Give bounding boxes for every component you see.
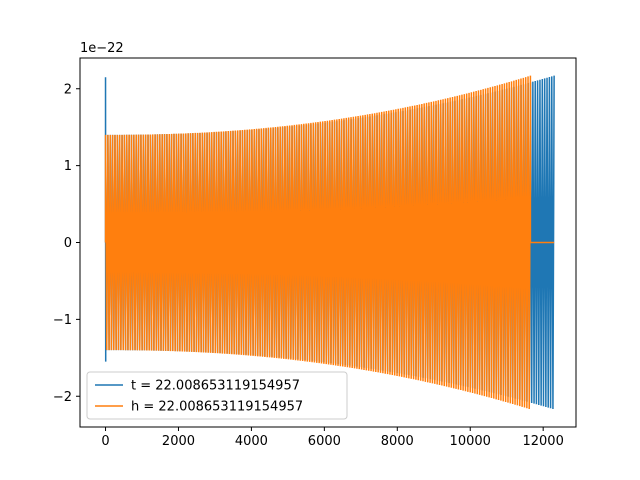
y-tick-label: 0 [64,236,72,251]
x-tick-label: 2000 [162,434,195,449]
y-tick-label: −1 [53,313,72,328]
y-offset-text: 1e−22 [80,41,124,56]
y-tick-label: −2 [53,390,72,405]
series-1-line [104,75,532,409]
series-layer [104,75,555,409]
legend: t = 22.008653119154957 h = 22.00865311915… [86,371,348,420]
y-tick-label: 2 [64,82,72,97]
y-tick-label: 1 [64,159,72,174]
x-tick-label: 8000 [381,434,414,449]
x-tick-label: 10000 [450,434,491,449]
legend-label: h = 22.008653119154957 [131,400,303,415]
x-tick-label: 4000 [235,434,268,449]
x-tick-label: 0 [101,434,109,449]
x-tick-label: 6000 [308,434,341,449]
axis-layer: 0 2000 4000 6000 8000 10000 12000 −2 −1 0 1 2 [53,82,564,449]
x-tick-label: 12000 [522,434,563,449]
legend-box [86,371,348,420]
legend-label: t = 22.008653119154957 [131,379,300,394]
